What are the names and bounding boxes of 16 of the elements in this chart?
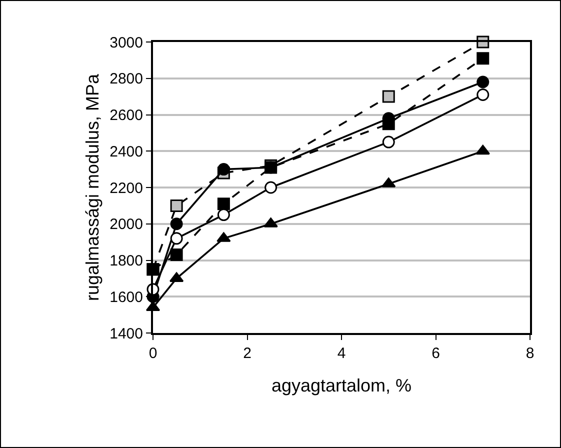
x-tick-label: 0 — [148, 345, 158, 362]
y-tick-label: 2000 — [110, 216, 143, 234]
y-tick-label: 2400 — [110, 143, 143, 160]
y-tick-label: 2200 — [110, 180, 143, 197]
y-tick-label: 1800 — [110, 252, 143, 270]
y-tick-label: 2600 — [110, 107, 143, 124]
x-tick-label: 4 — [337, 345, 346, 362]
x-axis-title: agyagtartalom, % — [271, 376, 412, 396]
x-tick-label: 2 — [243, 345, 252, 362]
y-axis-title: rugalmassági modulus, MPa — [82, 72, 102, 302]
y-tick-label: 2800 — [110, 70, 143, 88]
y-tick-label: 1600 — [110, 288, 143, 306]
y-tick-label: 3000 — [110, 34, 143, 52]
x-tick-label: 6 — [432, 345, 440, 362]
y-tick-label: 1400 — [110, 325, 143, 342]
x-tick-label: 8 — [526, 345, 534, 362]
